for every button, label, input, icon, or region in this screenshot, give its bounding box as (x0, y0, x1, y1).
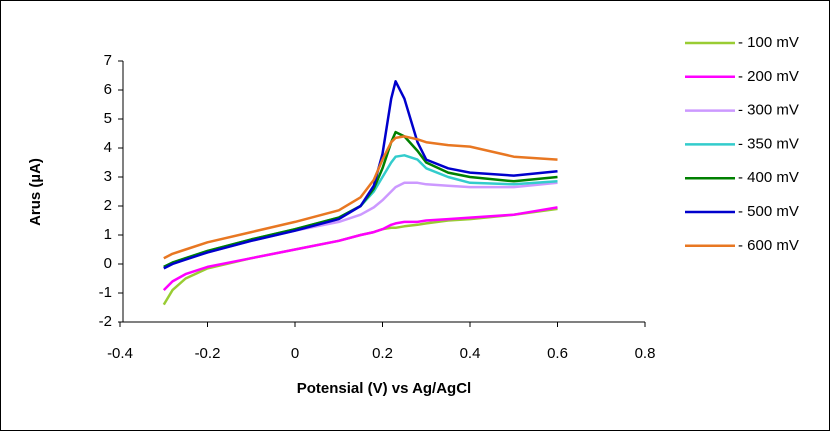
y-tick-label: 4 (104, 139, 112, 156)
x-tick-label: 0.6 (547, 345, 568, 362)
legend-label: - 300 mV (738, 102, 799, 119)
y-tick-label: 2 (104, 197, 112, 214)
series-line (163, 154, 558, 269)
x-tick-label: 0 (291, 345, 299, 362)
x-tick-label: -0.4 (107, 345, 133, 362)
y-tick-label: -1 (99, 284, 112, 301)
y-tick-label: 6 (104, 81, 112, 98)
series-line (162, 207, 558, 306)
y-tick-label: 5 (104, 110, 112, 127)
legend-label: - 200 mV (738, 68, 799, 85)
series-line (163, 135, 558, 260)
x-tick-label: 0.4 (460, 345, 481, 362)
series-line (163, 130, 558, 269)
series-line (162, 206, 558, 291)
legend-label: - 400 mV (738, 169, 799, 186)
legend-label: - 350 mV (738, 135, 799, 152)
y-tick-label: -2 (99, 313, 112, 330)
y-tick-label: 3 (104, 168, 112, 185)
legend-label: - 500 mV (738, 203, 799, 220)
y-tick-label: 1 (104, 226, 112, 243)
series-line (163, 80, 558, 270)
legend-label: - 600 mV (738, 237, 799, 254)
y-tick-label: 0 (104, 255, 112, 272)
y-axis-title: Arus (µA) (27, 158, 44, 226)
legend-label: - 100 mV (738, 34, 799, 51)
x-tick-label: 0.2 (372, 345, 393, 362)
x-axis-title: Potensial (V) vs Ag/AgCl (297, 380, 471, 397)
y-tick-label: 7 (104, 52, 112, 69)
x-tick-label: 0.8 (635, 345, 656, 362)
x-tick-label: -0.2 (195, 345, 221, 362)
